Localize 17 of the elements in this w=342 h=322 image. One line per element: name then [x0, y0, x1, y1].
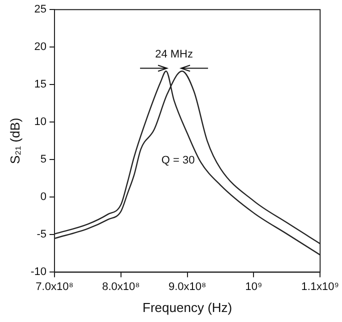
- y-tick-label: -10: [30, 266, 46, 278]
- y-tick-label: 25: [34, 4, 46, 16]
- y-tick-label: 0: [40, 191, 46, 204]
- x-tick-label: 1.1x10⁹: [301, 280, 340, 293]
- annotation: 24 MHz: [155, 48, 193, 60]
- x-tick-label: 7.0x10⁸: [36, 280, 74, 293]
- x-axis-title: Frequency (Hz): [142, 300, 232, 315]
- y-tick-label: 15: [34, 78, 46, 91]
- y-axis-title: S₂₁ (dB): [7, 118, 22, 164]
- y-tick-label: 5: [40, 154, 46, 166]
- annotation: Q = 30: [161, 154, 195, 167]
- y-tick-label: 10: [34, 116, 46, 128]
- y-tick-label: -5: [36, 228, 46, 241]
- x-tick-label: 8.0x10⁸: [102, 280, 140, 293]
- x-tick-label: 9.0x10⁸: [168, 280, 206, 293]
- y-tick-label: 20: [34, 41, 46, 54]
- x-tick-label: 10⁹: [245, 280, 262, 293]
